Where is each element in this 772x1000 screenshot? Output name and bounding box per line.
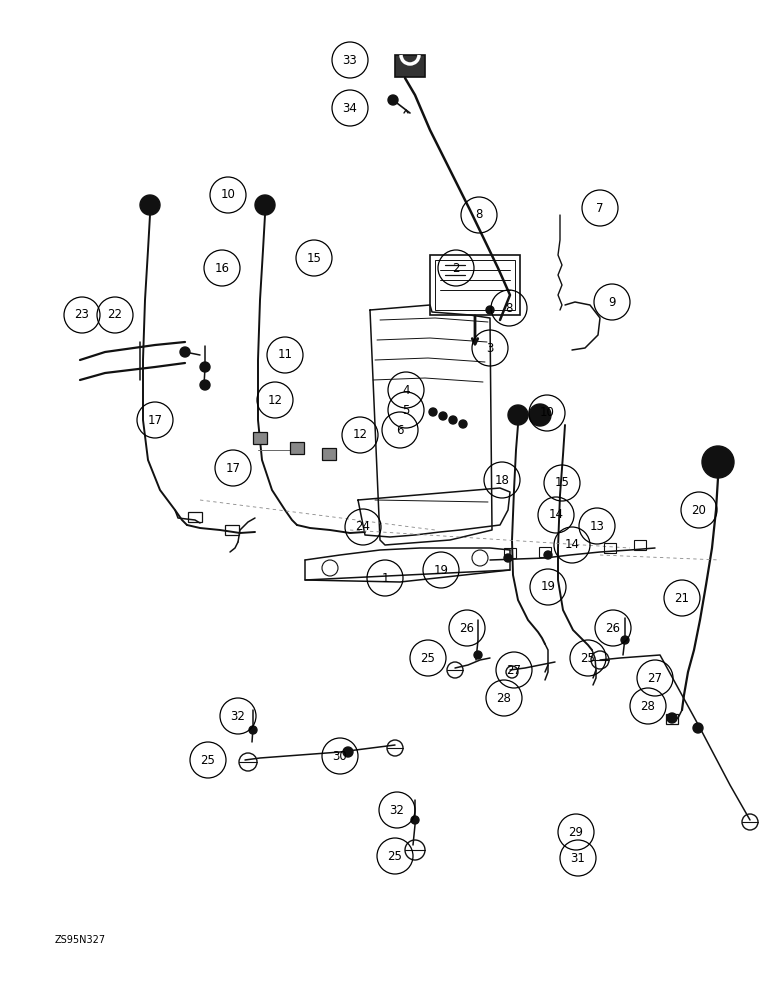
- Text: 34: 34: [343, 102, 357, 114]
- Text: 11: 11: [277, 349, 293, 361]
- Text: 6: 6: [396, 424, 404, 436]
- Circle shape: [343, 747, 353, 757]
- Text: 15: 15: [554, 477, 570, 489]
- Circle shape: [429, 408, 437, 416]
- Text: 15: 15: [306, 251, 321, 264]
- Text: 26: 26: [605, 621, 621, 635]
- Text: 26: 26: [459, 621, 475, 635]
- Text: 17: 17: [147, 414, 162, 426]
- Circle shape: [255, 195, 275, 215]
- Text: 13: 13: [590, 520, 604, 532]
- Text: 25: 25: [421, 652, 435, 664]
- Circle shape: [544, 551, 552, 559]
- Circle shape: [439, 412, 447, 420]
- Text: 12: 12: [353, 428, 367, 442]
- Circle shape: [504, 554, 512, 562]
- Circle shape: [249, 726, 257, 734]
- Circle shape: [200, 362, 210, 372]
- Text: 25: 25: [388, 850, 402, 862]
- Text: 27: 27: [648, 672, 662, 684]
- Text: 27: 27: [506, 664, 522, 676]
- Text: 31: 31: [571, 852, 585, 864]
- Text: 19: 19: [540, 580, 556, 593]
- Text: 33: 33: [343, 53, 357, 66]
- Text: 3: 3: [486, 342, 493, 355]
- Circle shape: [667, 713, 677, 723]
- Text: 21: 21: [675, 591, 689, 604]
- Text: 10: 10: [221, 188, 235, 202]
- Circle shape: [508, 405, 528, 425]
- Circle shape: [388, 95, 398, 105]
- Text: 23: 23: [75, 308, 90, 322]
- Text: 32: 32: [231, 710, 245, 722]
- Circle shape: [474, 651, 482, 659]
- Text: ZS95N327: ZS95N327: [55, 935, 106, 945]
- Circle shape: [411, 816, 419, 824]
- Text: 25: 25: [581, 652, 595, 664]
- Text: 18: 18: [495, 474, 510, 487]
- Text: 9: 9: [608, 296, 616, 308]
- FancyBboxPatch shape: [322, 448, 336, 460]
- Circle shape: [529, 404, 551, 426]
- Text: 2: 2: [452, 261, 460, 274]
- Text: 28: 28: [641, 700, 655, 712]
- Text: 14: 14: [564, 538, 580, 552]
- Text: 25: 25: [201, 754, 215, 766]
- Text: 1: 1: [381, 572, 389, 584]
- Circle shape: [449, 416, 457, 424]
- Text: 4: 4: [402, 383, 410, 396]
- FancyBboxPatch shape: [253, 432, 267, 444]
- Circle shape: [621, 636, 629, 644]
- Text: 22: 22: [107, 308, 123, 322]
- Circle shape: [459, 420, 467, 428]
- Text: 8: 8: [476, 209, 482, 222]
- Circle shape: [140, 195, 160, 215]
- Text: 12: 12: [268, 393, 283, 406]
- Text: 19: 19: [434, 564, 449, 576]
- Circle shape: [180, 347, 190, 357]
- Text: 28: 28: [496, 692, 511, 704]
- Text: 8: 8: [506, 302, 513, 314]
- Circle shape: [486, 306, 494, 314]
- FancyBboxPatch shape: [290, 442, 304, 454]
- Text: 14: 14: [548, 508, 564, 522]
- Circle shape: [200, 380, 210, 390]
- Text: 17: 17: [225, 462, 241, 475]
- Text: 7: 7: [596, 202, 604, 215]
- Text: 5: 5: [402, 403, 410, 416]
- Text: 30: 30: [333, 750, 347, 762]
- FancyBboxPatch shape: [395, 55, 425, 77]
- Text: 32: 32: [390, 804, 405, 816]
- Circle shape: [702, 446, 734, 478]
- Text: 16: 16: [215, 261, 229, 274]
- Circle shape: [693, 723, 703, 733]
- Text: 10: 10: [540, 406, 554, 420]
- Text: 24: 24: [355, 520, 371, 534]
- Text: 29: 29: [568, 826, 584, 838]
- Text: 20: 20: [692, 504, 706, 516]
